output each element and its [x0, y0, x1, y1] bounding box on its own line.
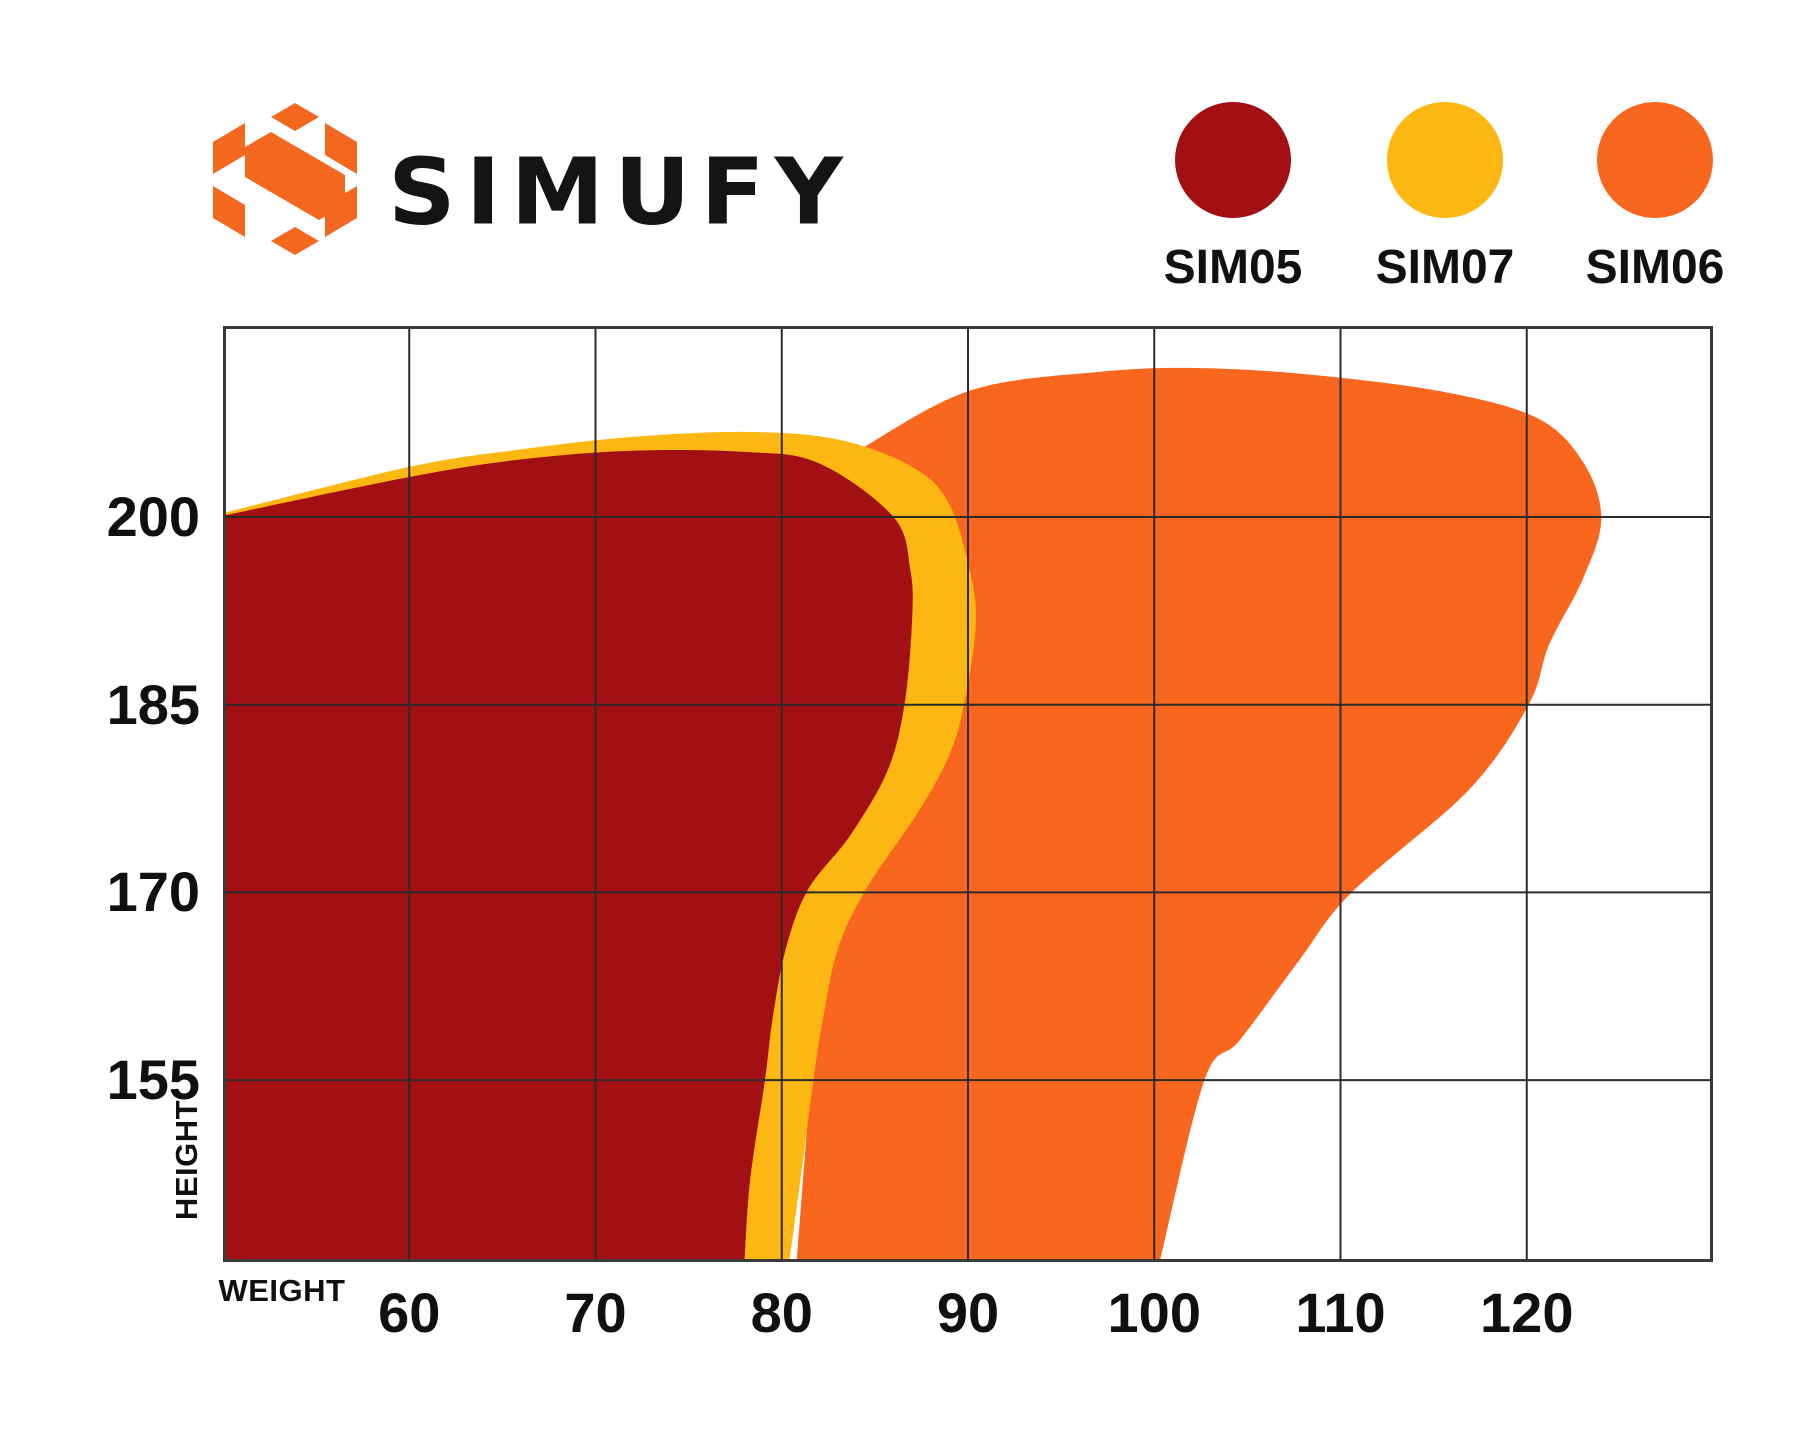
legend-swatch-sim05: [1175, 102, 1291, 218]
x-tick-label-90: 90: [936, 1281, 1000, 1344]
chart-regions: [223, 367, 1602, 1262]
y-tick-label-185: 185: [106, 672, 200, 736]
chart-border: [223, 326, 1713, 1262]
region-sim05: [223, 449, 913, 1262]
logo-bottom-diamond: [271, 227, 319, 255]
logo-top-diamond: [271, 103, 319, 131]
x-axis-title: WEIGHT: [218, 1273, 346, 1308]
bmi-region-chart: [223, 326, 1713, 1262]
y-axis-title: HEIGHT: [169, 1099, 204, 1221]
region-sim06: [796, 367, 1602, 1262]
y-tick-label-170: 170: [106, 860, 200, 924]
logo-upper-right-edge: [325, 123, 357, 174]
logo-lower-right-edge: [325, 186, 357, 237]
legend-item-sim06: SIM06: [1575, 102, 1735, 295]
legend-item-sim05: SIM05: [1153, 102, 1313, 295]
brand-wordmark: SIMUFY: [388, 139, 853, 246]
logo-center-band: [245, 132, 345, 220]
legend-item-sim07: SIM07: [1365, 102, 1525, 295]
logo-upper-left-edge: [213, 123, 245, 174]
x-tick-label-120: 120: [1480, 1281, 1574, 1344]
legend-label-sim05: SIM05: [1163, 241, 1303, 294]
legend-label-sim07: SIM07: [1375, 241, 1515, 294]
x-tick-label-60: 60: [378, 1281, 441, 1344]
simufy-hex-s-icon: [213, 103, 357, 255]
y-tick-label-155: 155: [106, 1048, 200, 1112]
chart-gridlines: [223, 326, 1713, 1262]
logo-lower-left-edge: [213, 186, 245, 237]
legend-swatch-sim07: [1387, 102, 1503, 218]
legend-label-sim06: SIM06: [1585, 241, 1725, 294]
x-tick-label-80: 80: [750, 1281, 813, 1344]
x-tick-label-70: 70: [564, 1281, 627, 1344]
legend-swatch-sim06: [1597, 102, 1713, 218]
x-tick-label-100: 100: [1107, 1281, 1201, 1344]
y-tick-label-200: 200: [106, 485, 200, 548]
x-tick-label-110: 110: [1295, 1281, 1386, 1344]
